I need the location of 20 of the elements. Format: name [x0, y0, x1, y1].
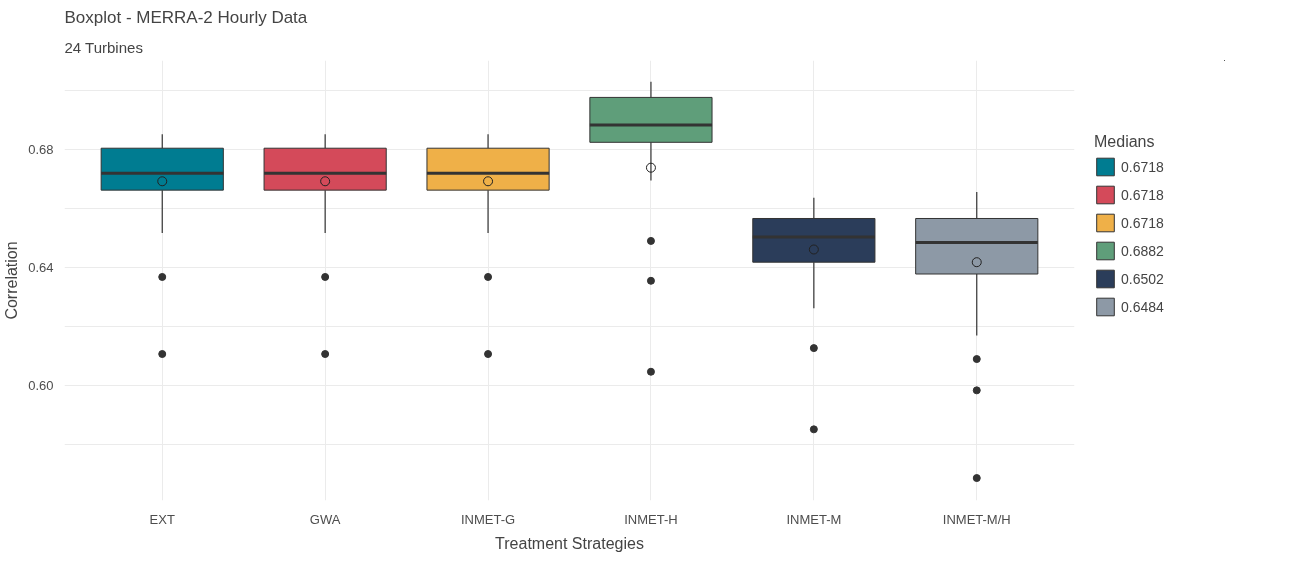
- legend-label: 0.6484: [1121, 298, 1164, 315]
- chart-title: Boxplot - MERRA-2 Hourly Data: [64, 7, 308, 27]
- legend-label: 0.6718: [1121, 186, 1164, 203]
- x-axis-title: Treatment Strategies: [495, 534, 644, 552]
- y-axis-title: Correlation: [3, 241, 21, 320]
- legend-label: 0.6718: [1121, 158, 1164, 175]
- legend-label: 0.6502: [1121, 270, 1164, 287]
- x-tick-label: GWA: [309, 511, 341, 527]
- legend-title: Medians: [1094, 132, 1156, 151]
- y-tick-label: 0.68: [28, 141, 54, 157]
- x-tick-label: EXT: [149, 511, 175, 527]
- x-tick-label: INMET-M/H: [942, 511, 1011, 527]
- legend-label: 0.6882: [1121, 242, 1164, 259]
- y-tick-label: 0.60: [28, 377, 54, 393]
- chart-subtitle: 24 Turbines: [64, 38, 143, 56]
- x-tick-label: INMET-M: [786, 511, 842, 527]
- x-tick-label: INMET-G: [460, 511, 516, 527]
- y-tick-label: 0.64: [28, 259, 54, 275]
- legend-label: 0.6718: [1121, 214, 1164, 231]
- x-tick-label: INMET-H: [624, 511, 678, 527]
